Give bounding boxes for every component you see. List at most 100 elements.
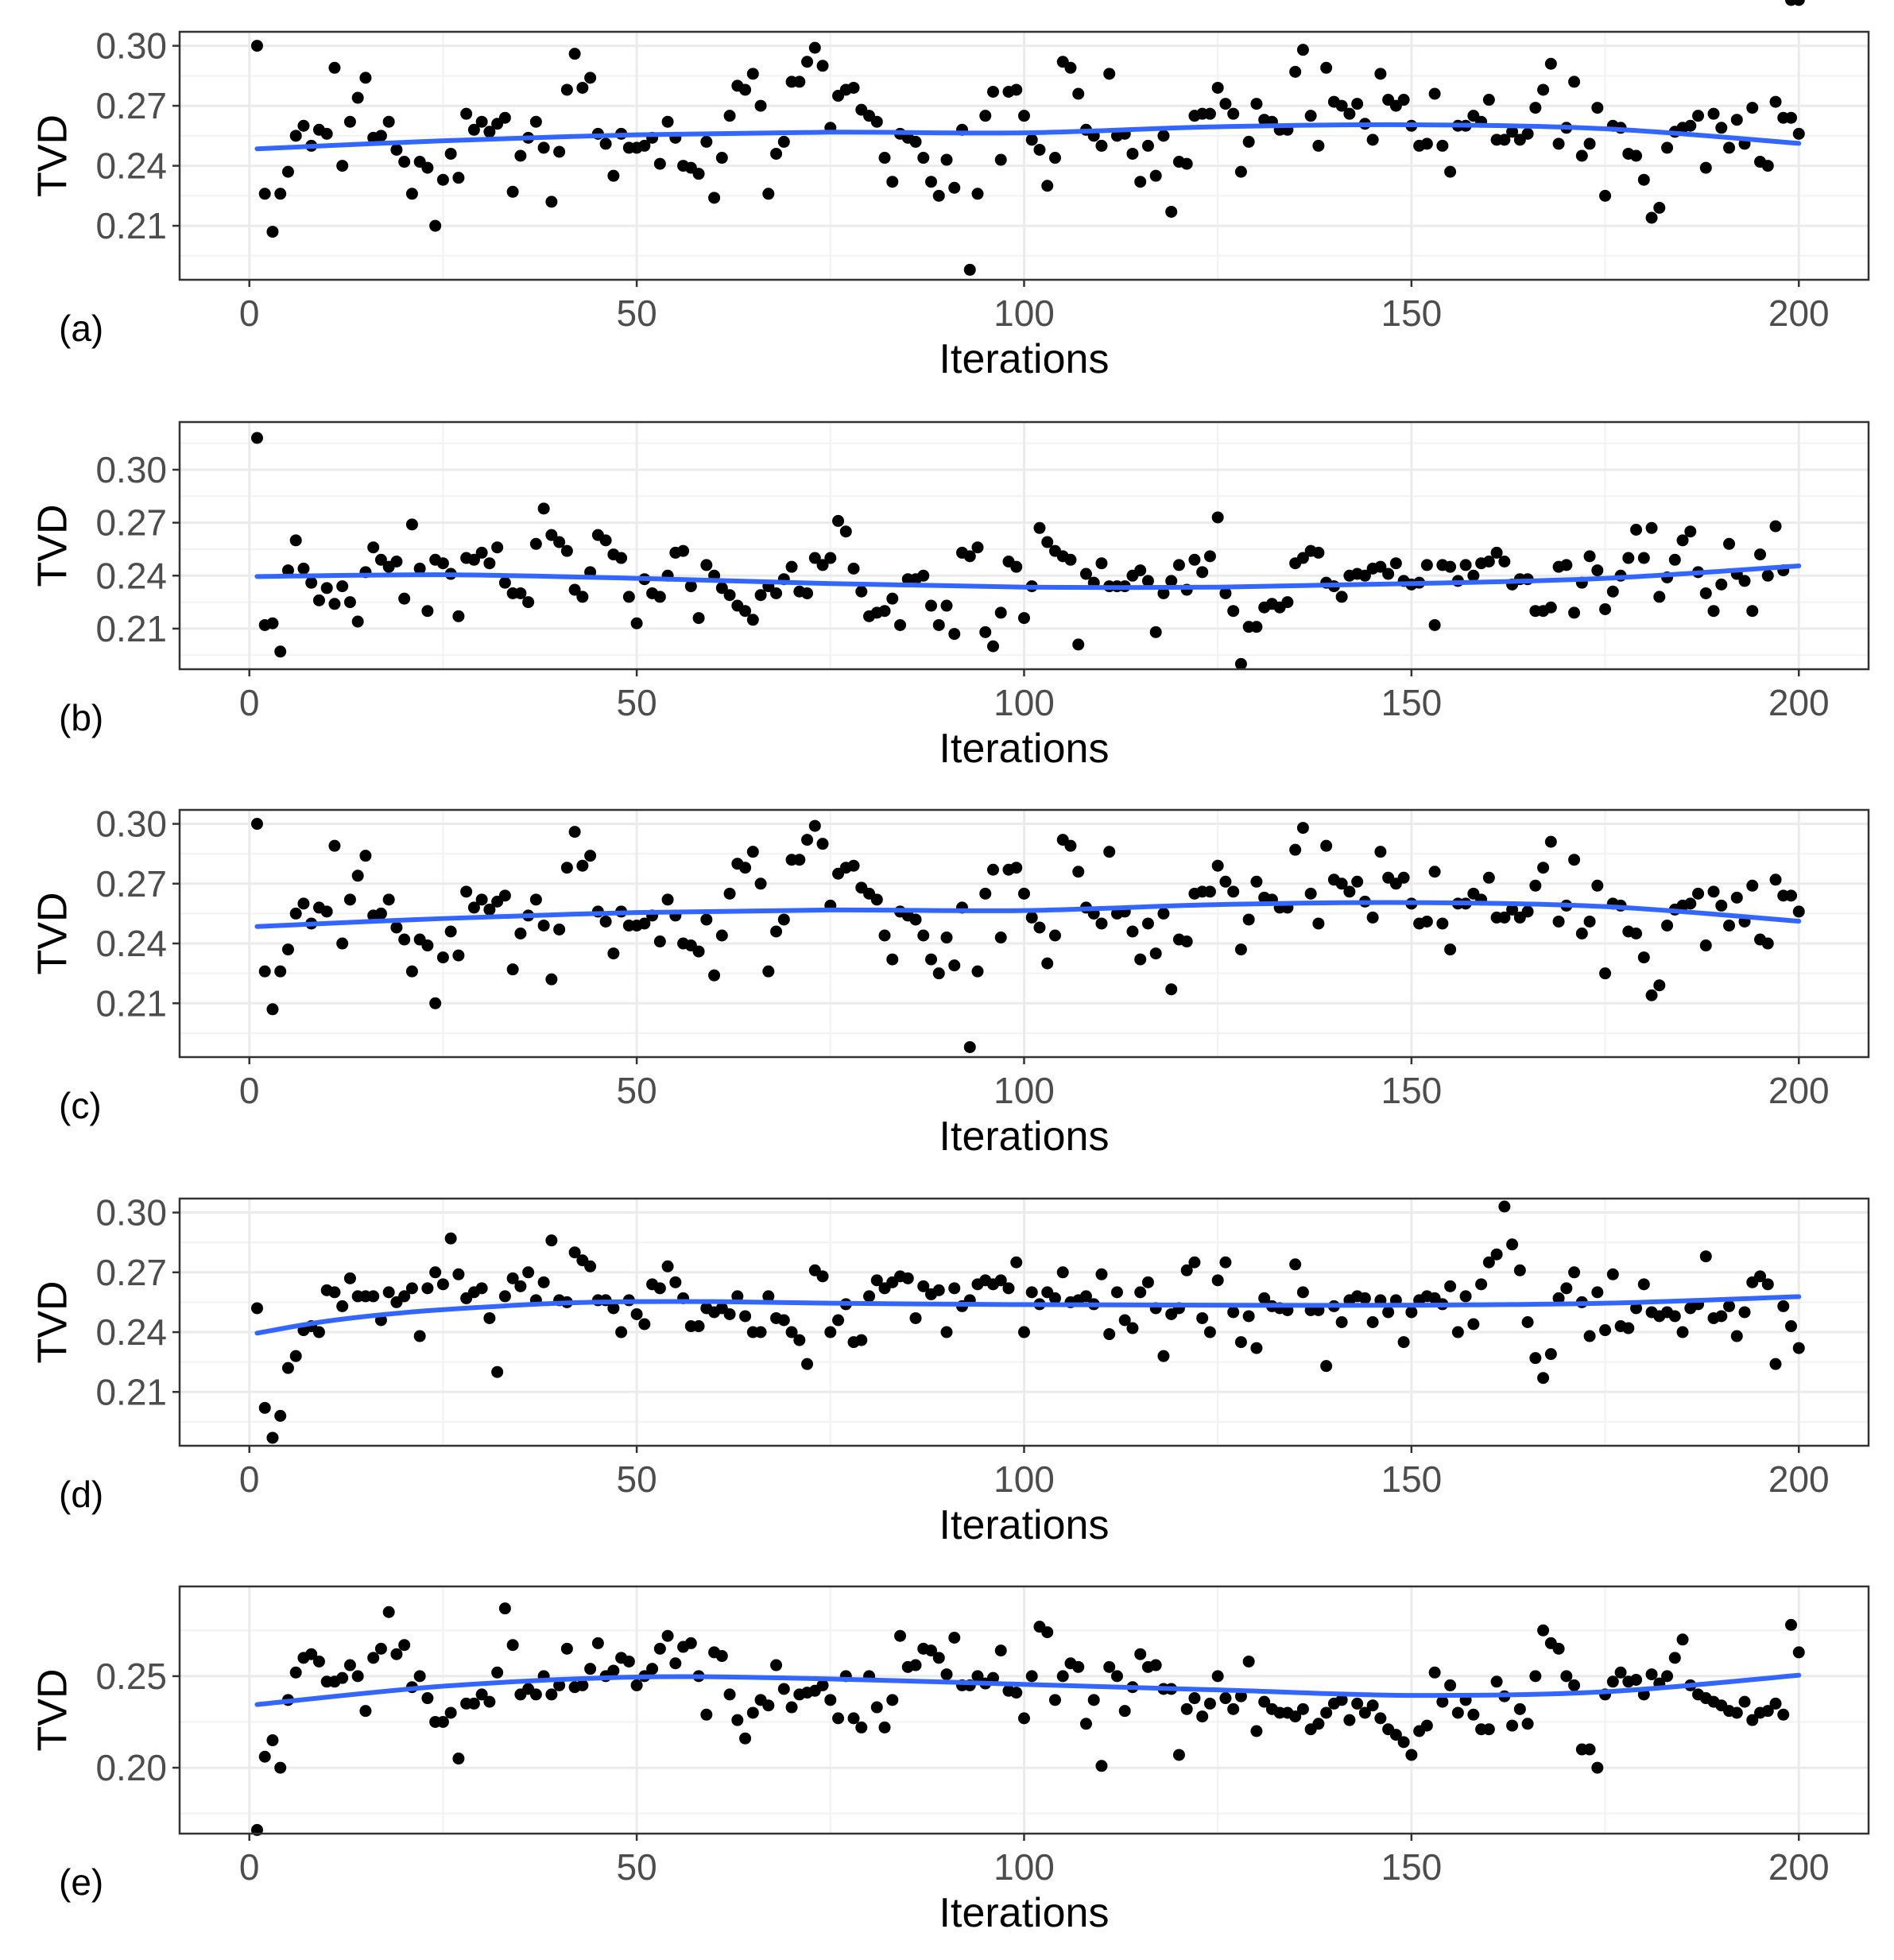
data-point: [367, 541, 380, 554]
data-point: [343, 1272, 356, 1284]
data-point: [909, 1311, 922, 1324]
panel-label: (b): [59, 697, 103, 738]
data-point: [545, 529, 558, 541]
data-point: [274, 1409, 287, 1422]
data-point: [1041, 1626, 1054, 1639]
data-point: [1699, 587, 1712, 599]
data-point: [537, 919, 550, 932]
y-tick-label: 0.24: [95, 1311, 167, 1353]
data-point: [754, 1326, 767, 1338]
data-point: [692, 945, 705, 958]
data-point: [281, 165, 294, 178]
data-point: [684, 1637, 697, 1649]
data-point: [963, 550, 976, 563]
data-point: [529, 537, 542, 550]
data-point: [398, 592, 411, 605]
data-point: [274, 965, 287, 978]
data-point: [1048, 152, 1061, 165]
data-point: [1761, 569, 1774, 582]
data-point: [1072, 866, 1085, 878]
data-point: [801, 834, 814, 846]
data-point: [1018, 1712, 1030, 1725]
y-tick-label: 0.27: [95, 1252, 167, 1293]
x-tick-label: 0: [239, 1846, 260, 1888]
data-point: [1653, 201, 1666, 214]
data-point: [297, 119, 310, 132]
y-axis-title: TVD: [30, 893, 76, 975]
data-point: [1312, 139, 1325, 152]
data-point: [1072, 1660, 1085, 1673]
y-tick-label: 0.30: [95, 449, 167, 490]
panel-d: 0.21 0.24 0.27 0.30 0 50 100 150 200 TVD Iteration…: [30, 1192, 1870, 1548]
data-point: [1033, 143, 1046, 156]
data-point: [452, 949, 465, 962]
data-point: [1366, 1316, 1379, 1328]
data-point: [692, 1320, 705, 1333]
data-point: [1730, 1706, 1743, 1719]
data-point: [467, 123, 480, 136]
data-point: [1180, 935, 1193, 948]
data-point: [483, 903, 496, 916]
data-point: [1095, 1268, 1108, 1280]
data-point: [847, 562, 860, 575]
data-point: [1064, 61, 1077, 74]
data-point: [1250, 1342, 1263, 1354]
data-point: [1072, 87, 1085, 100]
data-point: [1715, 1310, 1728, 1323]
data-point: [1312, 1718, 1325, 1730]
x-tick-label: 150: [1381, 1070, 1443, 1111]
data-point: [336, 1300, 349, 1312]
panel-border: [178, 30, 1870, 281]
data-point: [700, 1708, 713, 1721]
data-point: [777, 1683, 790, 1695]
data-point: [1599, 1324, 1612, 1337]
data-point: [1382, 567, 1395, 580]
data-point: [1583, 1330, 1596, 1342]
y-tick-label: 0.20: [95, 1747, 167, 1788]
data-point: [739, 1732, 752, 1745]
data-point: [1157, 1350, 1170, 1362]
data-point: [816, 1270, 829, 1283]
data-point: [692, 168, 705, 180]
data-point: [1591, 1761, 1604, 1774]
x-tick-label: 100: [993, 1846, 1055, 1888]
data-point: [1320, 839, 1333, 852]
data-point: [1552, 138, 1565, 150]
data-point: [816, 838, 829, 850]
data-point: [1196, 1311, 1209, 1324]
data-point: [584, 1260, 597, 1272]
data-point: [584, 72, 597, 84]
data-point: [1250, 98, 1263, 110]
data-point: [987, 863, 1000, 876]
trend-line: [254, 900, 1802, 929]
data-point: [1227, 1702, 1240, 1715]
data-point: [1203, 1326, 1216, 1338]
data-point: [413, 562, 426, 575]
data-point: [708, 192, 721, 204]
data-point: [1203, 107, 1216, 120]
data-point: [576, 859, 589, 872]
data-point: [1560, 1282, 1573, 1295]
trend-line: [254, 122, 1802, 152]
data-point: [1645, 521, 1658, 534]
data-point: [979, 626, 992, 638]
data-point: [250, 432, 263, 444]
x-tick-label: 200: [1768, 1070, 1830, 1111]
data-point: [359, 850, 372, 862]
data-point: [847, 81, 860, 94]
data-point: [1095, 917, 1108, 930]
data-point: [762, 1290, 775, 1303]
data-point: [770, 587, 783, 599]
data-point: [1420, 138, 1433, 150]
y-tick-label: 0.30: [95, 1192, 167, 1234]
data-point: [1521, 1718, 1534, 1730]
data-point: [258, 1401, 271, 1414]
data-point: [1575, 928, 1588, 939]
data-point: [1289, 1710, 1302, 1723]
data-point: [1653, 591, 1666, 603]
data-point: [1118, 1705, 1131, 1718]
data-point: [762, 965, 775, 978]
data-point: [1785, 111, 1798, 124]
data-point: [405, 188, 418, 200]
data-point: [770, 1659, 783, 1671]
